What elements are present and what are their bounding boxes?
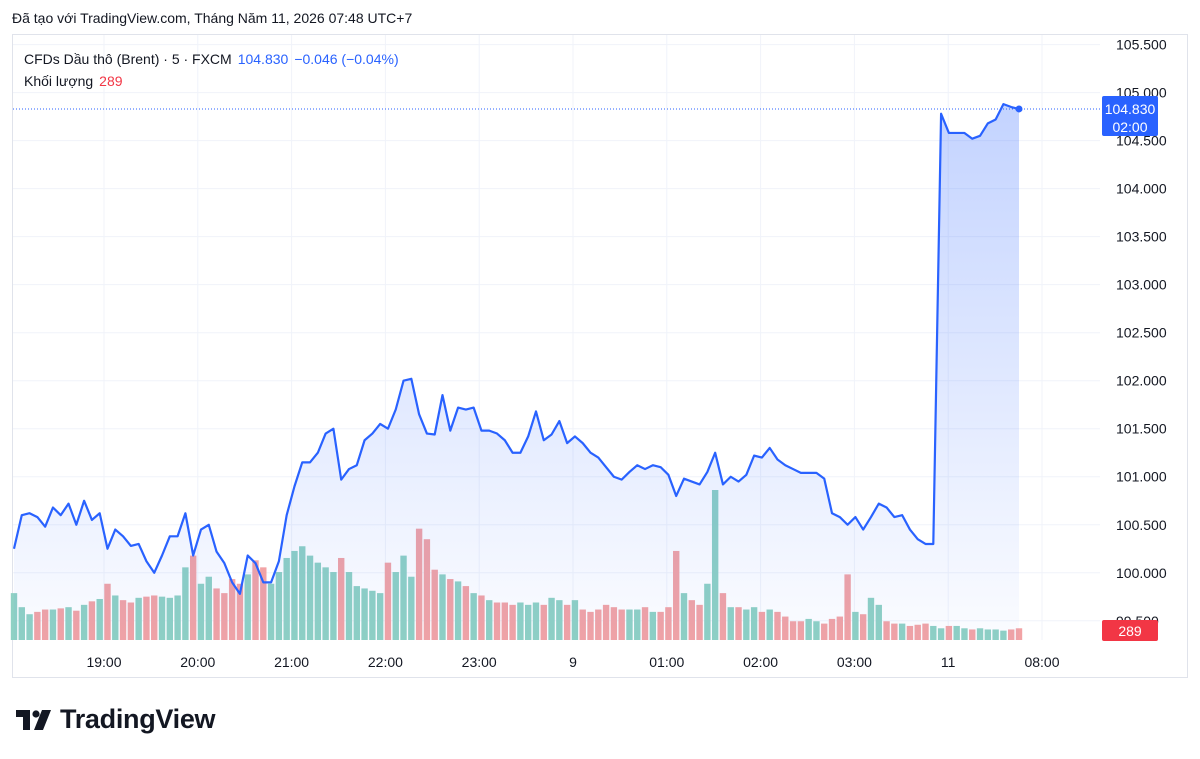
price-area-fill [14, 104, 1019, 640]
volume-label[interactable]: Khối lượng [24, 73, 94, 89]
tradingview-logo-icon [16, 709, 51, 730]
last-volume-label-box [1102, 620, 1158, 641]
price-line [12, 103, 1100, 595]
last-volume-label-value: 289 [1118, 623, 1142, 639]
y-tick-label: 101.500 [1116, 421, 1167, 437]
x-axis: 19:00 20:00 21:00 22:00 23:00 9 01:00 02:00 03:0… [86, 654, 1059, 670]
legend-volume-row: Khối lượng 289 [24, 70, 399, 92]
x-tick-label: 08:00 [1024, 654, 1059, 670]
y-tick-label: 104.500 [1116, 133, 1167, 149]
chart-legend: CFDs Dầu thô (Brent) · 5 · FXCM 104.830 −0… [24, 48, 399, 92]
chart-frame[interactable] [12, 34, 1188, 678]
y-tick-label: 103.000 [1116, 277, 1167, 293]
last-price-label-box [1102, 95, 1158, 136]
y-tick-label: 102.000 [1116, 373, 1167, 389]
y-tick-label: 104.000 [1116, 181, 1167, 197]
last-price: 104.830 [237, 51, 289, 67]
x-tick-label: 23:00 [462, 654, 497, 670]
y-tick-label: 103.500 [1116, 229, 1167, 245]
x-tick-label: 03:00 [837, 654, 872, 670]
tradingview-logo-text: TradingView [60, 704, 216, 734]
symbol-name[interactable]: CFDs Dầu thô (Brent) · 5 · FXCM [24, 51, 232, 67]
y-tick-label: 100.500 [1116, 517, 1167, 533]
price-labels: 104.830 02:00 289 [1102, 95, 1158, 641]
x-tick-label: 02:00 [743, 654, 778, 670]
y-tick-label: 102.500 [1116, 325, 1167, 341]
tradingview-logo[interactable]: TradingView [16, 704, 216, 735]
x-tick-label: 21:00 [274, 654, 309, 670]
price-area [14, 104, 1019, 640]
x-tick-label: 20:00 [180, 654, 215, 670]
price-change: −0.046 (−0.04%) [294, 51, 399, 67]
legend-symbol-row: CFDs Dầu thô (Brent) · 5 · FXCM 104.830 −0… [24, 48, 399, 70]
x-tick-label: 9 [569, 654, 577, 670]
last-price-dot [1015, 105, 1023, 113]
x-tick-label: 01:00 [649, 654, 684, 670]
y-tick-label: 105.500 [1116, 37, 1167, 53]
y-tick-label: 100.000 [1116, 565, 1167, 581]
created-with-caption: Đã tạo với TradingView.com, Tháng Năm 11… [12, 10, 413, 26]
price-line-path [12, 103, 1020, 595]
x-tick-label: 22:00 [368, 654, 403, 670]
last-price-label-time: 02:00 [1112, 119, 1147, 135]
y-tick-label: 101.000 [1116, 469, 1167, 485]
last-price-label-value: 104.830 [1105, 101, 1156, 117]
x-tick-label: 19:00 [86, 654, 121, 670]
x-tick-label: 11 [941, 654, 956, 670]
volume-value: 289 [99, 73, 123, 89]
